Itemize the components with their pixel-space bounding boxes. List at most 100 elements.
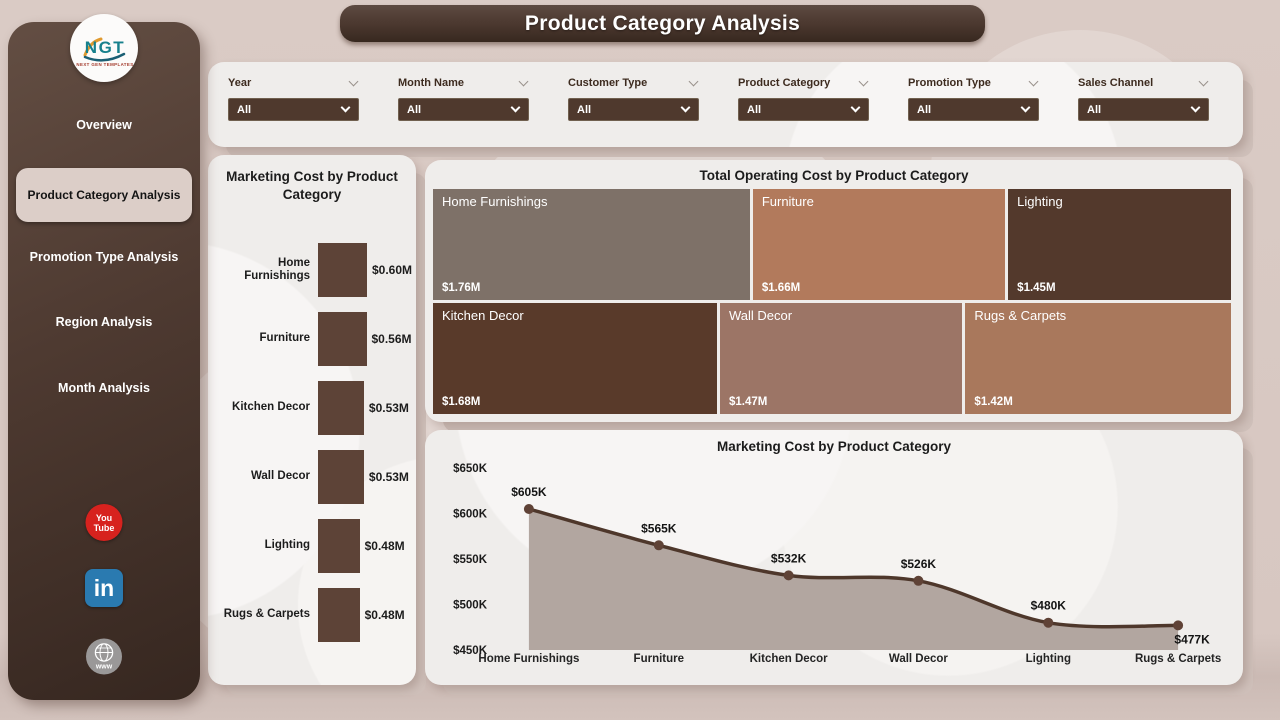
chevron-down-icon <box>1020 102 1031 113</box>
sidebar-item-product-category-analysis[interactable]: Product Category Analysis <box>16 168 192 222</box>
filter-sales-channel-label: Sales Channel <box>1078 77 1154 89</box>
data-point-marker[interactable] <box>653 540 664 551</box>
bar-category-label: Kitchen Decor <box>232 401 310 414</box>
svg-text:NGT: NGT <box>85 38 125 57</box>
treemap-tile-value: $1.42M <box>974 396 1013 408</box>
bar-value-label: $0.53M <box>368 401 409 415</box>
filter-year-value: All <box>237 103 252 116</box>
filter-promotion-type-select[interactable]: All <box>908 98 1039 121</box>
y-axis-tick-label: $500K <box>453 600 488 612</box>
treemap-tile[interactable]: Home Furnishings $1.76M <box>433 189 750 300</box>
filter-product-category-select[interactable]: All <box>738 98 869 121</box>
data-point-label: $480K <box>1031 599 1067 613</box>
treemap-tile[interactable]: Kitchen Decor $1.68M <box>433 303 718 414</box>
treemap-row: Home Furnishings $1.76M Furniture $1.66M Lig… <box>433 189 1231 300</box>
sidebar-item-promotion-type-analysis[interactable]: Promotion Type Analysis <box>29 250 179 264</box>
x-axis-category-label: Wall Decor <box>889 653 949 665</box>
treemap-tile[interactable]: Wall Decor $1.47M <box>720 303 963 414</box>
bar-value-label: $0.48M <box>364 539 405 553</box>
x-axis-category-label: Rugs & Carpets <box>1135 653 1221 665</box>
filter-year-select[interactable]: All <box>228 98 359 121</box>
data-point-marker[interactable] <box>1043 617 1054 628</box>
treemap-tile[interactable]: Lighting $1.45M <box>1008 189 1231 300</box>
treemap-title: Total Operating Cost by Product Category <box>699 168 969 183</box>
sidebar-item-region-analysis[interactable]: Region Analysis <box>55 315 153 329</box>
data-point-marker[interactable] <box>783 570 794 581</box>
filter-month-name: Month Name All <box>398 76 529 147</box>
bar[interactable] <box>318 519 360 573</box>
y-axis-tick-label: $650K <box>453 463 488 475</box>
filter-month-name-label: Month Name <box>398 77 464 89</box>
treemap-tile-label: Home Furnishings <box>442 194 548 209</box>
filter-customer-type-select[interactable]: All <box>568 98 699 121</box>
sidebar-item-month-analysis[interactable]: Month Analysis <box>58 381 150 395</box>
treemap-tile[interactable]: Rugs & Carpets $1.42M <box>965 303 1232 414</box>
bar-row: Furniture $0.56M <box>216 312 412 366</box>
bar-category-label: Home Furnishings <box>244 256 310 282</box>
bar-value-label: $0.53M <box>368 470 409 484</box>
bar-value-label: $0.60M <box>371 263 412 277</box>
data-point-label: $526K <box>901 557 937 571</box>
bar-value-label: $0.48M <box>364 608 405 622</box>
linkedin-label: in <box>93 574 115 601</box>
data-point-label: $565K <box>641 521 677 535</box>
filter-customer-type: Customer Type All <box>568 76 699 147</box>
ngt-logo-graphic: NGT NEXT GEN TEMPLATES <box>73 17 135 79</box>
youtube-icon[interactable]: You Tube <box>85 504 123 541</box>
youtube-label-line1: You <box>95 512 113 523</box>
data-point-label: $605K <box>511 485 547 499</box>
treemap-row: Kitchen Decor $1.68M Wall Decor $1.47M Rugs … <box>433 303 1232 414</box>
bar[interactable] <box>318 312 367 366</box>
filter-sales-channel-select[interactable]: All <box>1078 98 1209 121</box>
data-point-marker[interactable] <box>913 575 924 586</box>
bar-category-label: Rugs & Carpets <box>223 608 310 621</box>
treemap-tile-value: $1.66M <box>761 282 801 294</box>
area-chart-svg: $650K $600K $550K $500K $450K $605K Home Furni… <box>453 463 1221 665</box>
treemap-tile-value: $1.68M <box>442 396 481 408</box>
data-point-marker[interactable] <box>523 504 534 514</box>
data-point-label: $532K <box>771 551 807 565</box>
chevron-down-icon[interactable] <box>1028 76 1039 86</box>
sidebar-item-overview[interactable]: Overview <box>76 118 132 132</box>
bar[interactable] <box>318 243 367 297</box>
filter-month-name-select[interactable]: All <box>398 98 529 121</box>
bar[interactable] <box>318 588 360 642</box>
bar-category-label: Lighting <box>264 539 310 552</box>
chevron-down-icon[interactable] <box>858 76 869 86</box>
bar-row: Wall Decor $0.53M <box>216 450 412 504</box>
chevron-down-icon <box>680 102 691 113</box>
marketing-cost-bar-chart-card: Marketing Cost by Product Category Home … <box>208 155 416 685</box>
operating-cost-treemap-card: Total Operating Cost by Product Category… <box>425 160 1243 422</box>
area-fill <box>528 509 1179 650</box>
youtube-label-line2: Tube <box>93 522 115 533</box>
filter-product-category: Product Category All <box>738 76 869 147</box>
y-axis-tick-label: $450K <box>453 645 488 657</box>
bar-chart: Home Furnishings $0.60M Furniture $0.56M Kit… <box>216 243 412 657</box>
x-axis-category-label: Lighting <box>1026 653 1071 665</box>
ngt-logo: NGT NEXT GEN TEMPLATES <box>70 14 138 82</box>
bar-row: Kitchen Decor $0.53M <box>216 381 412 435</box>
page-title-banner: Product Category Analysis <box>340 5 985 42</box>
bar[interactable] <box>318 450 364 504</box>
chevron-down-icon[interactable] <box>688 76 699 86</box>
treemap-tile[interactable]: Furniture $1.66M <box>752 189 1006 300</box>
bar[interactable] <box>318 381 364 435</box>
treemap: Home Furnishings $1.76M Furniture $1.66M Lig… <box>433 189 1232 414</box>
svg-text:NEXT GEN TEMPLATES: NEXT GEN TEMPLATES <box>76 62 133 67</box>
area-chart-title: Marketing Cost by Product Category <box>716 439 952 454</box>
chevron-down-icon <box>1190 102 1201 113</box>
area-chart: $650K $600K $550K $500K $450K $605K Home Furni… <box>431 456 1243 682</box>
chevron-down-icon[interactable] <box>348 76 359 86</box>
chevron-down-icon[interactable] <box>1198 76 1209 86</box>
data-point-marker[interactable] <box>1173 620 1184 631</box>
bar-value-label: $0.56M <box>371 332 412 346</box>
linkedin-icon[interactable]: in <box>85 569 123 607</box>
bar-row: Lighting $0.48M <box>216 519 412 573</box>
chevron-down-icon[interactable] <box>518 76 529 86</box>
data-point-label: $477K <box>1174 632 1210 646</box>
filter-customer-type-label: Customer Type <box>568 77 648 89</box>
globe-icon: www <box>86 638 122 675</box>
y-axis-tick-label: $550K <box>453 554 488 566</box>
website-icon[interactable]: www <box>86 638 123 675</box>
chevron-down-icon <box>340 102 351 113</box>
